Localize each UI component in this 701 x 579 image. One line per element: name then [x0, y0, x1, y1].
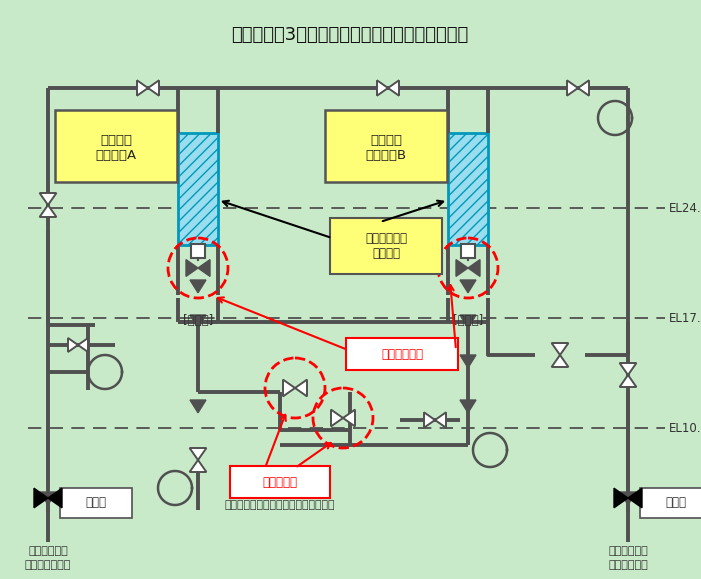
Polygon shape	[460, 315, 476, 328]
Text: EL24.0m: EL24.0m	[669, 201, 701, 214]
Polygon shape	[620, 492, 636, 505]
Polygon shape	[552, 355, 569, 367]
Bar	[461, 244, 475, 258]
Polygon shape	[620, 375, 637, 387]
Text: 却水ポンプへ: 却水ポンプへ	[608, 560, 648, 570]
Polygon shape	[377, 80, 388, 96]
Text: 却水ポンプより: 却水ポンプより	[25, 560, 72, 570]
Text: 原子炉補機冷: 原子炉補機冷	[608, 546, 648, 556]
Polygon shape	[424, 412, 435, 428]
Polygon shape	[189, 460, 206, 472]
Polygon shape	[34, 488, 48, 508]
Polygon shape	[39, 205, 56, 217]
Polygon shape	[460, 355, 476, 368]
Polygon shape	[578, 80, 589, 96]
Polygon shape	[190, 315, 206, 328]
Text: EL10.0m: EL10.0m	[669, 422, 701, 434]
Bar	[448, 133, 488, 245]
Polygon shape	[78, 338, 88, 352]
Polygon shape	[190, 280, 206, 293]
Polygon shape	[567, 80, 578, 96]
FancyBboxPatch shape	[325, 110, 447, 182]
Polygon shape	[468, 259, 480, 276]
Polygon shape	[628, 488, 642, 508]
Polygon shape	[40, 492, 56, 505]
Polygon shape	[148, 80, 159, 96]
Text: 格納容器
空調装置B: 格納容器 空調装置B	[365, 134, 407, 162]
Text: 純水が残って
いた箇所: 純水が残って いた箇所	[365, 232, 407, 260]
Text: 漏えい箇所: 漏えい箇所	[262, 475, 297, 489]
Polygon shape	[456, 259, 468, 276]
Bar	[178, 133, 218, 245]
Polygon shape	[189, 448, 206, 460]
Text: （弁のボンネット部を開放していた）: （弁のボンネット部を開放していた）	[225, 500, 335, 510]
Polygon shape	[68, 338, 78, 352]
Polygon shape	[460, 280, 476, 293]
Polygon shape	[48, 488, 62, 508]
FancyBboxPatch shape	[640, 488, 701, 518]
Bar	[191, 244, 205, 258]
FancyBboxPatch shape	[346, 338, 458, 370]
Text: [電動弁]: [電動弁]	[183, 314, 213, 327]
Polygon shape	[198, 259, 210, 276]
Polygon shape	[460, 400, 476, 413]
Polygon shape	[295, 380, 307, 397]
Polygon shape	[283, 380, 295, 397]
Polygon shape	[186, 259, 198, 276]
Text: 隔離弁: 隔離弁	[665, 497, 686, 510]
Polygon shape	[137, 80, 148, 96]
Text: 隔離弁: 隔離弁	[86, 497, 107, 510]
Polygon shape	[435, 412, 446, 428]
FancyBboxPatch shape	[55, 110, 177, 182]
Polygon shape	[343, 409, 355, 426]
Text: 原子炉補機冷: 原子炉補機冷	[28, 546, 68, 556]
Text: 格納容器
空調装置A: 格納容器 空調装置A	[95, 134, 137, 162]
FancyBboxPatch shape	[60, 488, 132, 518]
Text: 開操作した弁: 開操作した弁	[381, 347, 423, 361]
FancyBboxPatch shape	[330, 218, 442, 274]
Text: EL17.0m: EL17.0m	[669, 312, 701, 324]
Text: [電動弁]: [電動弁]	[453, 314, 483, 327]
Polygon shape	[331, 409, 343, 426]
Text: 伊方発電所3号機　原子炉補機冷却水系統概略図: 伊方発電所3号機 原子炉補機冷却水系統概略図	[231, 26, 469, 44]
Polygon shape	[620, 363, 637, 375]
Polygon shape	[39, 193, 56, 205]
Polygon shape	[552, 343, 569, 355]
Polygon shape	[190, 400, 206, 413]
Polygon shape	[614, 488, 628, 508]
Polygon shape	[388, 80, 399, 96]
FancyBboxPatch shape	[230, 466, 330, 498]
